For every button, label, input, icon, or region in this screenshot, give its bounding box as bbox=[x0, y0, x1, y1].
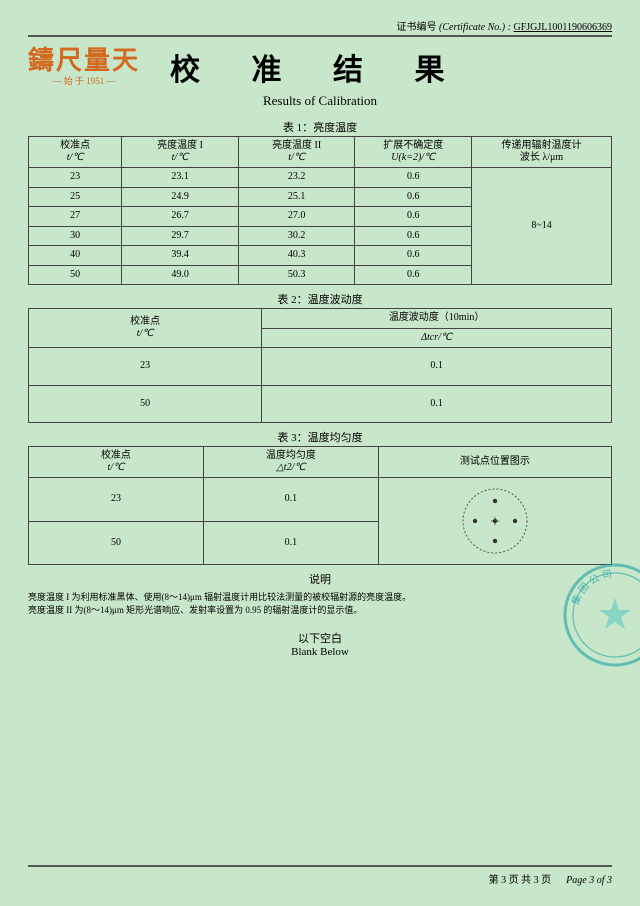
table-row: 50 0.1 bbox=[29, 385, 612, 423]
logo-subtext: — 始 于 1951 — bbox=[28, 74, 140, 87]
table-row: 23 0.1 bbox=[29, 478, 612, 522]
position-diagram-icon bbox=[450, 481, 540, 561]
title-cn: 校 准 结 果 bbox=[170, 45, 467, 89]
table-row: 23 23.1 23.2 0.6 8~14 bbox=[29, 168, 612, 188]
title-en: Results of Calibration bbox=[28, 93, 612, 109]
blank-below-en: Blank Below bbox=[28, 646, 612, 658]
footer-page-en: Page 3 of 3 bbox=[566, 875, 612, 886]
table1-caption: 表 1：亮度温度 bbox=[28, 119, 612, 135]
table-row: 23 0.1 bbox=[29, 348, 612, 386]
blank-below-cn: 以下空白 bbox=[28, 630, 612, 646]
note-line-1: 亮度温度 I 为利用标准黑体、使用(8～14)μm 辐射温度计用比较法测量的被校… bbox=[28, 591, 612, 604]
logo-text: 鑄尺量天 bbox=[28, 48, 140, 74]
table2: 校准点t/℃ 温度波动度（10min） Δtcr/℃ 23 0.1 50 0.1 bbox=[28, 308, 612, 423]
certificate-number-line: 证书编号 (Certificate No.) : GFJGJL100119060… bbox=[28, 18, 612, 33]
logo-block: 鑄尺量天 — 始 于 1951 — bbox=[28, 48, 140, 87]
cert-label-cn: 证书编号 bbox=[397, 22, 437, 33]
table3: 校准点t/℃ 温度均匀度△t2/℃ 测试点位置图示 23 0.1 bbox=[28, 446, 612, 565]
notes-block: 亮度温度 I 为利用标准黑体、使用(8～14)μm 辐射温度计用比较法测量的被校… bbox=[28, 591, 612, 616]
header-row: 鑄尺量天 — 始 于 1951 — 校 准 结 果 bbox=[28, 45, 612, 89]
notes-title: 说明 bbox=[28, 571, 612, 587]
cert-number: GFJGJL1001190606369 bbox=[513, 22, 612, 33]
diagram-cell bbox=[378, 478, 611, 565]
wavelength-cell: 8~14 bbox=[472, 168, 612, 285]
table3-caption: 表 3：温度均匀度 bbox=[28, 429, 612, 445]
table1: 校准点t/℃ 亮度温度 It/℃ 亮度温度 IIt/℃ 扩展不确定度U(k=2)… bbox=[28, 136, 612, 285]
footer-rule bbox=[28, 865, 612, 867]
page: 证书编号 (Certificate No.) : GFJGJL100119060… bbox=[0, 0, 640, 906]
table2-caption: 表 2：温度波动度 bbox=[28, 291, 612, 307]
top-rule bbox=[28, 35, 612, 37]
footer-page-cn: 第 3 页 共 3 页 bbox=[489, 875, 552, 886]
footer: 第 3 页 共 3 页 Page 3 of 3 bbox=[28, 865, 612, 886]
note-line-2: 亮度温度 II 为(8～14)μm 矩形光谱响应、发射率设置为 0.95 的辐射… bbox=[28, 604, 612, 617]
cert-label-en: (Certificate No.) : bbox=[439, 22, 511, 33]
